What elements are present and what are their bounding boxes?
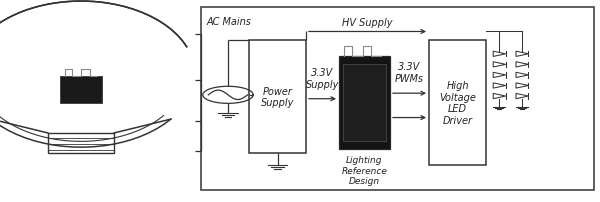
Text: Lighting
Reference
Design: Lighting Reference Design bbox=[341, 156, 388, 185]
Text: High
Voltage
LED
Driver: High Voltage LED Driver bbox=[439, 81, 476, 125]
Text: HV Supply: HV Supply bbox=[342, 18, 393, 28]
Bar bbox=[339, 57, 390, 149]
Text: Power
Supply: Power Supply bbox=[261, 86, 294, 108]
Text: 3.3V
PWMs: 3.3V PWMs bbox=[395, 62, 424, 84]
Text: AC Mains: AC Mains bbox=[207, 17, 252, 27]
Bar bbox=[429, 40, 486, 166]
Bar bbox=[48, 133, 114, 154]
Bar bbox=[343, 65, 386, 141]
Bar bbox=[60, 77, 102, 103]
Text: 3.3V
Supply: 3.3V Supply bbox=[306, 68, 339, 89]
Bar bbox=[201, 8, 594, 190]
Bar bbox=[249, 40, 306, 154]
